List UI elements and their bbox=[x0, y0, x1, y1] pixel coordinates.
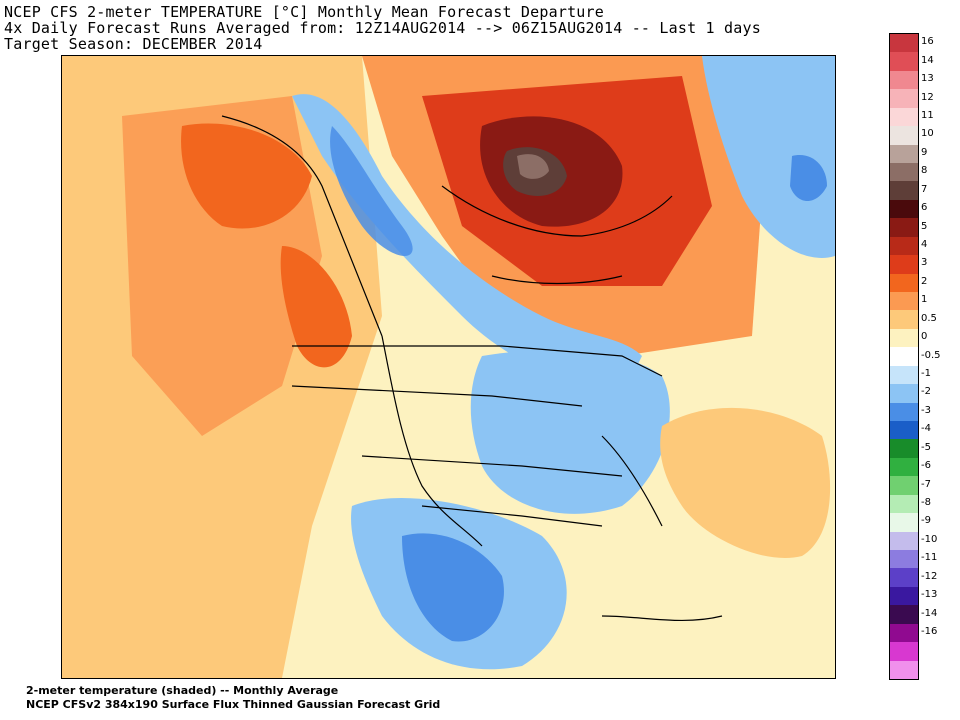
colorbar-label: -6 bbox=[921, 460, 931, 472]
colorbar-label: -12 bbox=[921, 570, 938, 582]
colorbar-label: 6 bbox=[921, 202, 928, 214]
colorbar-swatch bbox=[890, 199, 918, 219]
colorbar-label: 11 bbox=[921, 109, 934, 121]
colorbar-label: 5 bbox=[921, 220, 928, 232]
colorbar-label: 3 bbox=[921, 257, 928, 269]
colorbar-label: -3 bbox=[921, 404, 931, 416]
colorbar-swatch bbox=[890, 457, 918, 477]
colorbar bbox=[889, 33, 919, 680]
colorbar-label: -11 bbox=[921, 552, 938, 564]
colorbar-swatch bbox=[890, 218, 918, 238]
colorbar-label: -1 bbox=[921, 367, 931, 379]
target-season: Target Season: DECEMBER 2014 bbox=[4, 35, 263, 53]
colorbar-swatch bbox=[890, 181, 918, 201]
colorbar-swatch bbox=[890, 513, 918, 533]
colorbar-swatch bbox=[890, 642, 918, 662]
colorbar-label: 0 bbox=[921, 331, 928, 343]
colorbar-label: 12 bbox=[921, 91, 934, 103]
region-alaska-warm bbox=[181, 123, 312, 229]
colorbar-label: 1 bbox=[921, 294, 928, 306]
colorbar-swatch bbox=[890, 402, 918, 422]
colorbar-swatch bbox=[890, 494, 918, 514]
colorbar-swatch bbox=[890, 605, 918, 625]
region-atlantic-warm bbox=[660, 407, 831, 558]
colorbar-swatch bbox=[890, 439, 918, 459]
colorbar-swatch bbox=[890, 255, 918, 275]
colorbar-label: 13 bbox=[921, 73, 934, 85]
colorbar-swatch bbox=[890, 550, 918, 569]
colorbar-swatch bbox=[890, 52, 918, 72]
colorbar-label: 4 bbox=[921, 238, 928, 250]
colorbar-swatch bbox=[890, 660, 918, 680]
colorbar-label: -0.5 bbox=[921, 349, 941, 361]
colorbar-label: -7 bbox=[921, 478, 931, 490]
colorbar-label: -4 bbox=[921, 423, 931, 435]
colorbar-swatch bbox=[890, 384, 918, 404]
map-title: NCEP CFS 2-meter TEMPERATURE [°C] Monthl… bbox=[4, 3, 604, 21]
colorbar-swatch bbox=[890, 70, 918, 90]
colorbar-swatch bbox=[890, 163, 918, 182]
colorbar-label: 16 bbox=[921, 36, 934, 48]
colorbar-label: -14 bbox=[921, 607, 938, 619]
colorbar-swatch bbox=[890, 34, 918, 53]
colorbar-label: -16 bbox=[921, 625, 938, 637]
colorbar-label: -8 bbox=[921, 496, 931, 508]
colorbar-label: 14 bbox=[921, 54, 934, 66]
colorbar-label: 7 bbox=[921, 183, 928, 195]
colorbar-swatch bbox=[890, 347, 918, 367]
footer-grid-note: NCEP CFSv2 384x190 Surface Flux Thinned … bbox=[26, 698, 441, 711]
colorbar-swatch bbox=[890, 586, 918, 606]
temperature-anomaly-map bbox=[61, 55, 836, 679]
colorbar-swatch bbox=[890, 236, 918, 256]
colorbar-swatch bbox=[890, 623, 918, 643]
colorbar-swatch bbox=[890, 328, 918, 348]
colorbar-swatch bbox=[890, 476, 918, 496]
colorbar-swatch bbox=[890, 310, 918, 330]
colorbar-label: -10 bbox=[921, 533, 938, 545]
region-gulf-cold-core bbox=[402, 533, 504, 642]
colorbar-swatch bbox=[890, 89, 918, 109]
region-hudson-peak-inner bbox=[517, 154, 549, 179]
coastlines bbox=[221, 115, 723, 622]
region-rockies-cold-core bbox=[330, 126, 413, 256]
colorbar-label: 8 bbox=[921, 165, 928, 177]
region-greenland-cold bbox=[702, 56, 835, 258]
colorbar-label: -2 bbox=[921, 386, 931, 398]
colorbar-label: 10 bbox=[921, 128, 934, 140]
region-east-cold bbox=[470, 350, 670, 514]
region-greenland-cold-core bbox=[790, 155, 827, 201]
colorbar-swatch bbox=[890, 365, 918, 385]
colorbar-label: 9 bbox=[921, 146, 928, 158]
colorbar-swatch bbox=[890, 273, 918, 293]
colorbar-label: 2 bbox=[921, 275, 928, 287]
colorbar-label: -13 bbox=[921, 589, 938, 601]
colorbar-swatch bbox=[890, 107, 918, 127]
colorbar-swatch bbox=[890, 144, 918, 164]
colorbar-swatch bbox=[890, 292, 918, 311]
colorbar-label: -9 bbox=[921, 515, 931, 527]
colorbar-swatch bbox=[890, 421, 918, 440]
region-bc-warm bbox=[280, 246, 352, 368]
colorbar-label: -5 bbox=[921, 441, 931, 453]
footer-variable-note: 2-meter temperature (shaded) -- Monthly … bbox=[26, 684, 339, 697]
colorbar-swatch bbox=[890, 568, 918, 588]
forecast-run-range: 4x Daily Forecast Runs Averaged from: 12… bbox=[4, 19, 761, 37]
colorbar-label: 0.5 bbox=[921, 312, 937, 324]
colorbar-swatch bbox=[890, 126, 918, 146]
colorbar-swatch bbox=[890, 531, 918, 551]
